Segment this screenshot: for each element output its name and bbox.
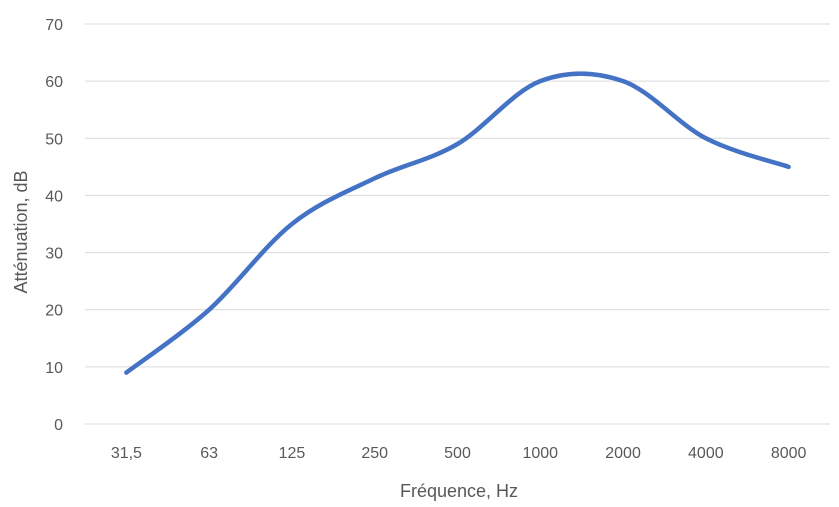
series-line — [126, 74, 788, 373]
series-group — [126, 74, 788, 373]
gridlines — [85, 24, 830, 424]
x-tick-label: 250 — [361, 445, 388, 462]
y-axis-title: Atténuation, dB — [11, 170, 31, 293]
y-tick-label: 30 — [45, 246, 63, 263]
x-tick-label: 8000 — [771, 445, 807, 462]
x-tick-label: 4000 — [688, 445, 724, 462]
y-axis-ticks: 0 10 20 30 40 50 60 70 — [45, 17, 63, 434]
x-tick-label: 63 — [200, 445, 218, 462]
x-tick-label: 1000 — [522, 445, 558, 462]
y-tick-label: 50 — [45, 131, 63, 148]
y-tick-label: 10 — [45, 360, 63, 377]
x-axis-title: Fréquence, Hz — [400, 481, 518, 501]
x-axis-ticks: 31,5 63 125 250 500 1000 2000 4000 8000 — [111, 445, 807, 462]
x-tick-label: 2000 — [605, 445, 641, 462]
y-tick-label: 20 — [45, 303, 63, 320]
x-tick-label: 31,5 — [111, 445, 142, 462]
y-tick-label: 70 — [45, 17, 63, 34]
y-tick-label: 60 — [45, 74, 63, 91]
y-tick-label: 0 — [54, 417, 63, 434]
x-tick-label: 125 — [279, 445, 306, 462]
y-tick-label: 40 — [45, 188, 63, 205]
x-tick-label: 500 — [444, 445, 471, 462]
